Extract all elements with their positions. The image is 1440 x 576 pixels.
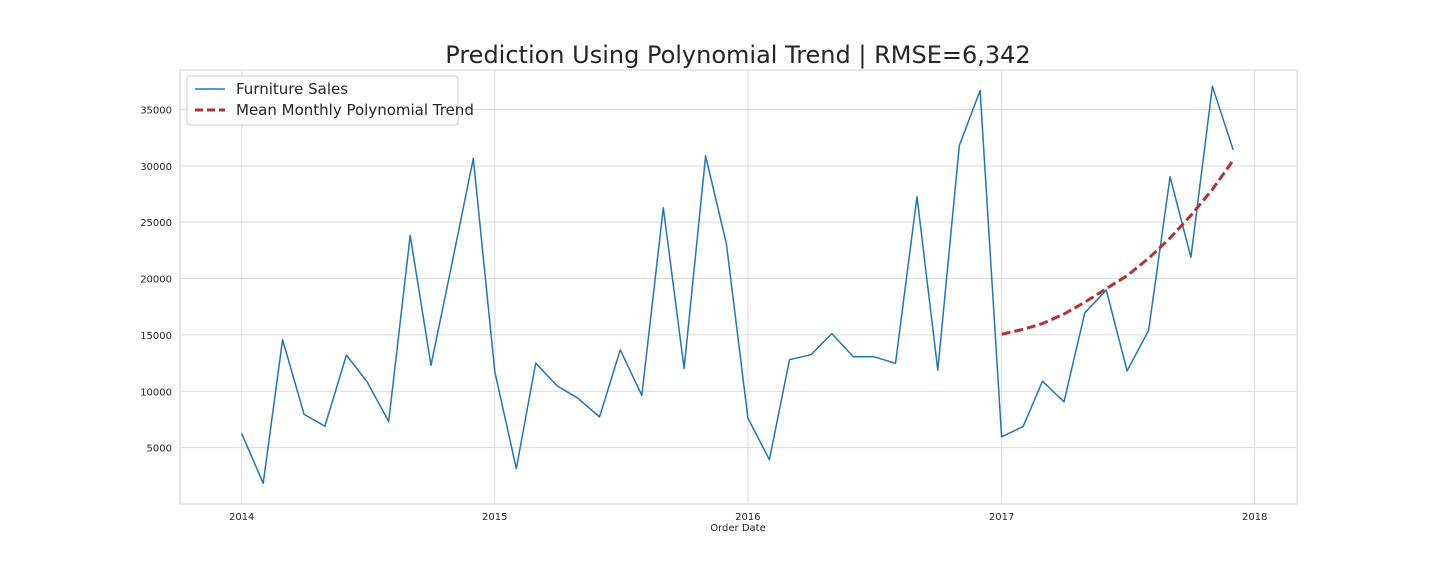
y-tick-label: 5000: [147, 444, 172, 455]
y-axis-ticks: 5000 10000 15000 20000 25000 30000 35000: [140, 105, 172, 454]
y-tick-label: 15000: [140, 331, 172, 342]
series-layer: [241, 85, 1235, 485]
x-tick-label: 2018: [1242, 512, 1267, 523]
legend: Furniture Sales Mean Monthly Polynomial …: [186, 75, 474, 126]
y-tick-label: 10000: [140, 387, 172, 398]
series-line-furniture-sales: [241, 85, 1234, 485]
y-tick-label: 25000: [140, 218, 172, 229]
chart-title: Prediction Using Polynomial Trend | RMSE…: [445, 41, 1030, 69]
legend-box: [186, 75, 459, 126]
y-tick-label: 20000: [140, 275, 172, 286]
x-tick-label: 2016: [735, 512, 760, 523]
y-tick-label: 35000: [140, 105, 172, 116]
x-axis-ticks: 2014 2015 2016 2017 2018: [229, 512, 1267, 523]
x-tick-label: 2015: [482, 512, 507, 523]
legend-label-furniture-sales: Furniture Sales: [236, 80, 348, 98]
legend-label-polynomial-trend: Mean Monthly Polynomial Trend: [236, 101, 474, 119]
x-tick-label: 2014: [229, 512, 254, 523]
x-axis-label: Order Date: [710, 523, 766, 534]
plot-area: [179, 69, 1298, 505]
x-tick-label: 2017: [989, 512, 1014, 523]
y-tick-label: 30000: [140, 162, 172, 173]
